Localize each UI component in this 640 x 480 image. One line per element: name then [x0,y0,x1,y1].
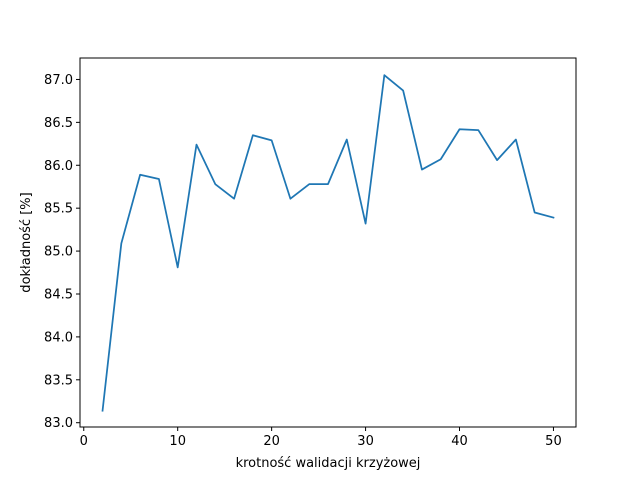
y-tick-label: 83.5 [44,373,73,388]
y-tick-label: 84.0 [44,330,73,345]
data-point [346,139,348,141]
data-point [120,242,122,244]
x-axis: 0 10 20 30 40 50 [80,427,562,449]
data-point [534,212,536,214]
series-line [101,74,555,412]
data-point [459,128,461,130]
x-axis-label: krotność walidacji krzyżowej [236,456,421,471]
data-point [177,266,179,268]
y-tick-label: 83.0 [44,416,73,431]
y-tick-label: 87.0 [44,73,73,88]
data-point [158,178,160,180]
data-point [327,183,329,185]
data-point [383,74,385,76]
data-point [139,174,141,176]
y-axis: 83.0 83.5 84.0 84.5 85.0 85.5 86.0 86.5 87.0 [44,73,80,431]
data-point [214,183,216,185]
series-layer [101,74,555,412]
y-axis-label: dokładność [%] [19,192,34,292]
data-point [402,90,404,92]
x-tick-label: 10 [169,434,186,449]
x-tick-label: 40 [451,434,468,449]
y-tick-label: 86.0 [44,159,73,174]
data-point [252,134,254,136]
data-point [477,129,479,131]
data-point [515,139,517,141]
data-point [233,198,235,200]
data-point [102,410,104,412]
data-point [365,223,367,225]
data-point [496,159,498,161]
data-point [196,144,198,146]
data-point [308,183,310,185]
data-point [553,217,555,219]
y-tick-label: 86.5 [44,116,73,131]
x-tick-label: 30 [357,434,374,449]
y-tick-label: 85.5 [44,202,73,217]
x-tick-label: 50 [545,434,562,449]
y-tick-label: 85.0 [44,245,73,260]
data-point [421,169,423,171]
data-point [440,158,442,160]
data-point [290,198,292,200]
x-tick-label: 20 [263,434,280,449]
y-tick-label: 84.5 [44,287,73,302]
plot-background [80,58,576,427]
data-point [271,139,273,141]
x-tick-label: 0 [80,434,88,449]
plot-frame [79,57,577,428]
